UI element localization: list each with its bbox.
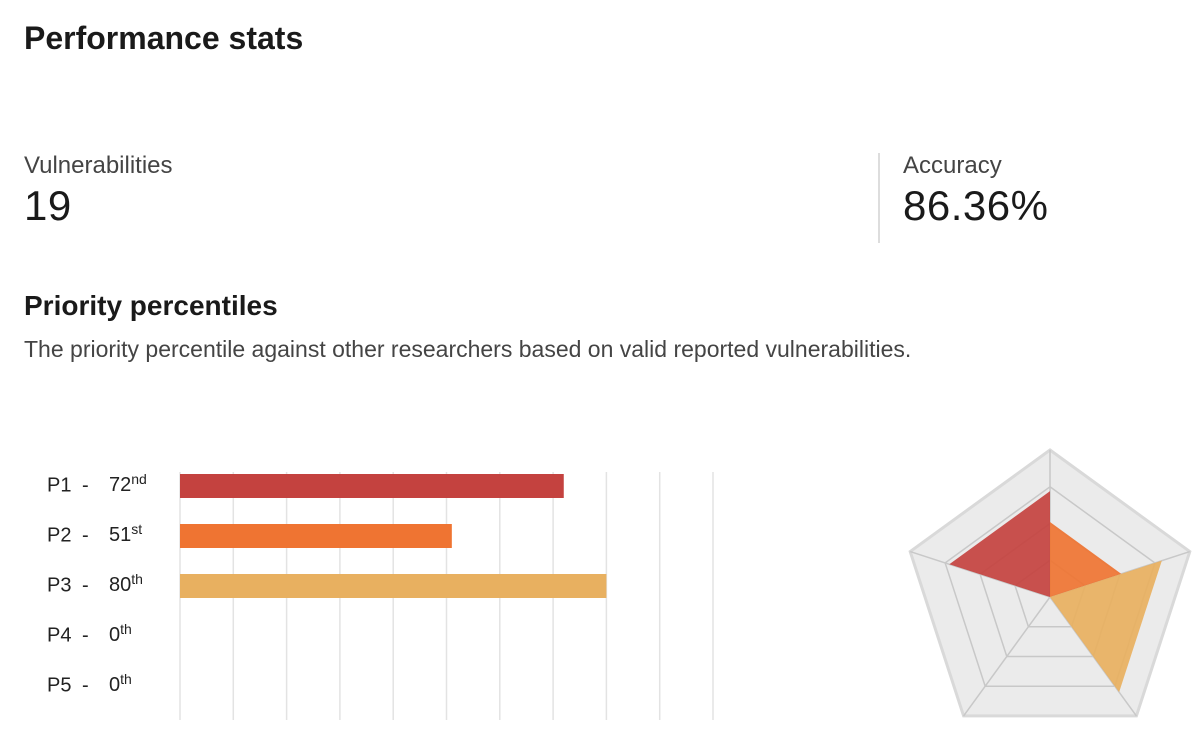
stat-value: 19 [24, 182, 72, 229]
radar-wedge [1050, 560, 1162, 693]
value-label: 72nd [109, 471, 147, 497]
radar-wedge [949, 491, 1050, 597]
separator: - [82, 474, 89, 496]
category-label: P1 [47, 474, 71, 496]
radar-spoke [962, 596, 1051, 717]
separator: - [82, 524, 89, 546]
divider [878, 153, 880, 243]
value-label: 51st [109, 521, 142, 547]
section-title: Priority percentiles [24, 290, 278, 321]
separator: - [82, 574, 89, 596]
category-label: P2 [47, 524, 71, 546]
page-title: Performance stats [24, 20, 304, 56]
value-label: 0th [109, 671, 132, 697]
stat: Vulnerabilities 19 [24, 152, 173, 230]
radar-wedge [1050, 522, 1122, 597]
stat-value: 86.36% [903, 182, 1049, 229]
bar [180, 574, 607, 598]
category-label: P3 [47, 574, 71, 596]
bar [180, 524, 452, 548]
section-description: The priority percentile against other re… [24, 336, 912, 362]
value-label: 80th [109, 571, 143, 597]
category-label: P4 [47, 624, 71, 646]
stat-label: Accuracy [903, 152, 1002, 179]
value-label: 0th [109, 621, 132, 647]
separator: - [82, 674, 89, 696]
stat: Accuracy 86.36% [903, 152, 1048, 230]
stat-label: Vulnerabilities [24, 152, 173, 179]
separator: - [82, 624, 89, 646]
category-label: P5 [47, 674, 71, 696]
bar [180, 474, 564, 498]
radar-ring [944, 485, 1156, 687]
